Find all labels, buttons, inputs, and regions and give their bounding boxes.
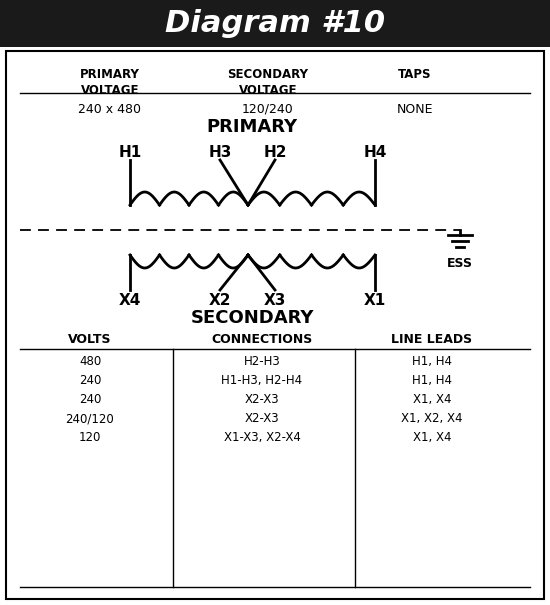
Text: H3: H3 <box>208 145 232 160</box>
Text: X4: X4 <box>119 293 141 308</box>
Text: X1-X3, X2-X4: X1-X3, X2-X4 <box>223 431 300 444</box>
Text: PRIMARY
VOLTAGE: PRIMARY VOLTAGE <box>80 68 140 97</box>
Text: H1, H4: H1, H4 <box>412 374 452 387</box>
Text: H4: H4 <box>364 145 387 160</box>
Text: H1: H1 <box>118 145 142 160</box>
Text: 240: 240 <box>79 393 101 406</box>
Text: H2: H2 <box>263 145 287 160</box>
Text: Diagram #10: Diagram #10 <box>165 10 385 39</box>
Text: 120: 120 <box>79 431 101 444</box>
Text: X1: X1 <box>364 293 386 308</box>
Text: X2-X3: X2-X3 <box>245 412 279 425</box>
Text: CONNECTIONS: CONNECTIONS <box>211 333 312 346</box>
Text: VOLTS: VOLTS <box>68 333 112 346</box>
Text: H2-H3: H2-H3 <box>244 355 280 368</box>
FancyBboxPatch shape <box>0 0 550 47</box>
Text: ESS: ESS <box>447 257 473 270</box>
Text: X3: X3 <box>264 293 286 308</box>
Text: X2-X3: X2-X3 <box>245 393 279 406</box>
Text: 240/120: 240/120 <box>65 412 114 425</box>
Text: 240 x 480: 240 x 480 <box>79 103 141 116</box>
Text: NONE: NONE <box>397 103 433 116</box>
Text: H1, H4: H1, H4 <box>412 355 452 368</box>
Text: SECONDARY
VOLTAGE: SECONDARY VOLTAGE <box>228 68 309 97</box>
Text: X1, X4: X1, X4 <box>412 393 451 406</box>
Text: TAPS: TAPS <box>398 68 432 81</box>
Text: PRIMARY: PRIMARY <box>206 118 298 136</box>
Text: 120/240: 120/240 <box>242 103 294 116</box>
Text: H1-H3, H2-H4: H1-H3, H2-H4 <box>222 374 302 387</box>
Text: LINE LEADS: LINE LEADS <box>392 333 472 346</box>
Text: X1, X2, X4: X1, X2, X4 <box>402 412 463 425</box>
Text: SECONDARY: SECONDARY <box>190 309 314 327</box>
Text: 480: 480 <box>79 355 101 368</box>
Text: X2: X2 <box>209 293 231 308</box>
FancyBboxPatch shape <box>6 51 544 599</box>
Text: X1, X4: X1, X4 <box>412 431 451 444</box>
Text: 240: 240 <box>79 374 101 387</box>
